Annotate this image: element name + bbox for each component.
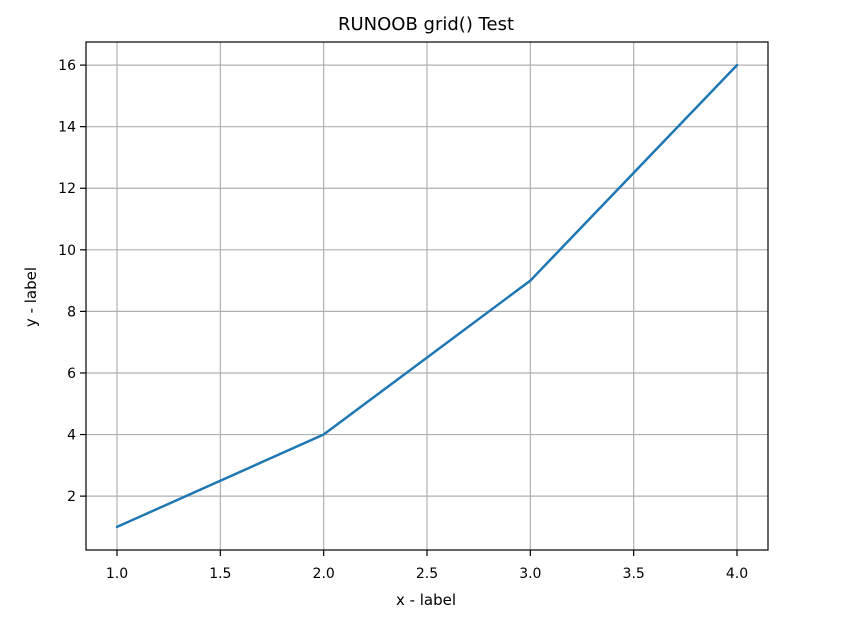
y-tick-label-2: 6 <box>67 366 76 382</box>
series-line <box>115 63 739 529</box>
y-tick-label-4: 10 <box>58 243 76 259</box>
grid-layer <box>86 42 768 550</box>
x-tick-label-0: 1.0 <box>106 566 128 582</box>
chart-title: RUNOOB grid() Test <box>338 14 514 35</box>
y-tick-label-5: 12 <box>58 181 76 197</box>
x-tick-label-2: 2.0 <box>313 566 335 582</box>
plot-area: 1.0 1.5 2.0 2.5 3.0 3.5 4.0 2 4 6 8 10 12 14 16 <box>58 41 769 582</box>
x-tick-label-4: 3.0 <box>519 566 541 582</box>
y-tick-label-6: 14 <box>58 120 76 136</box>
x-tick-label-3: 2.5 <box>416 566 438 582</box>
y-axis-label: y - label <box>22 267 40 327</box>
y-tick-label-7: 16 <box>58 58 76 74</box>
tick-layer: 1.0 1.5 2.0 2.5 3.0 3.5 4.0 2 4 6 8 10 12 14 16 <box>58 58 748 582</box>
y-tick-label-1: 4 <box>67 428 76 444</box>
x-tick-label-1: 1.5 <box>209 566 231 582</box>
x-tick-label-6: 4.0 <box>726 566 748 582</box>
x-tick-label-5: 3.5 <box>623 566 645 582</box>
y-tick-label-0: 2 <box>67 489 76 505</box>
y-tick-label-3: 8 <box>67 304 76 320</box>
x-axis-label: x - label <box>396 591 456 609</box>
